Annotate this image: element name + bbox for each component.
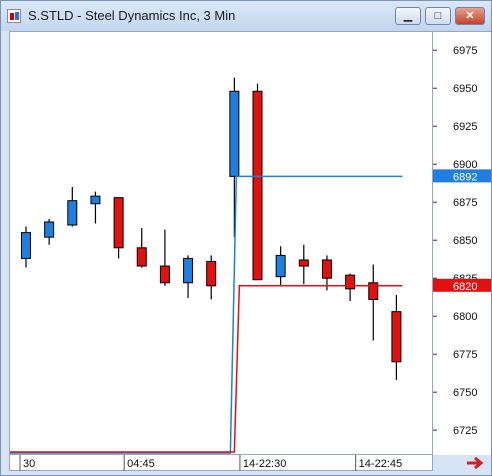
candle-3 (90, 191, 101, 224)
time-axis: 30 04:45 14-22:30 14-22:45 (9, 455, 433, 471)
bid-line (10, 175, 403, 454)
candle-11 (275, 246, 286, 286)
candle-body (275, 254, 286, 278)
minimize-button[interactable]: ▁ (395, 7, 421, 25)
x-tick-label: 30 (23, 458, 35, 470)
candle-body (252, 90, 263, 281)
candle-body (90, 195, 101, 205)
y-tick-label: 6900 (453, 159, 477, 171)
candle-body (206, 260, 217, 287)
candle-9 (229, 77, 240, 238)
candle-body (368, 282, 379, 300)
window-title: S.STLD - Steel Dynamics Inc, 3 Min (28, 8, 236, 23)
price-plot-area[interactable] (9, 31, 433, 455)
candle-body (391, 311, 402, 363)
y-tick-label: 6875 (453, 197, 477, 209)
candle-0 (21, 226, 31, 268)
candle-14 (345, 273, 356, 301)
candle-body (136, 247, 147, 267)
candle-body (183, 257, 194, 284)
candle-13 (321, 255, 332, 291)
chart-app-icon (7, 9, 21, 23)
y-tick-label: 6925 (453, 121, 477, 133)
candle-body (67, 200, 78, 226)
candle-7 (183, 255, 194, 298)
candle-8 (206, 255, 217, 300)
candle-5 (136, 228, 147, 268)
y-tick-label: 6800 (453, 311, 477, 323)
bid-price-flag-label: 6892 (453, 171, 477, 183)
candle-16 (391, 294, 402, 381)
y-tick-label: 6850 (453, 235, 477, 247)
x-tick-label: 04:45 (127, 458, 155, 470)
y-tick-label: 6775 (453, 349, 477, 361)
candle-body (44, 221, 55, 238)
candle-12 (298, 244, 309, 285)
price-axis: 6725675067756800682568506875690069256950… (433, 31, 491, 455)
candle-15 (368, 264, 379, 341)
y-tick-label: 6975 (453, 45, 477, 57)
candle-body (321, 259, 332, 279)
candle-4 (113, 197, 124, 259)
candle-body (229, 90, 240, 177)
candle-6 (159, 229, 170, 286)
candle-body (21, 232, 31, 259)
ask-price-flag: 6820 (433, 278, 491, 293)
candle-10 (252, 83, 263, 281)
bid-price-flag: 6892 (433, 169, 491, 183)
price-axis-labels: 6725675067756800682568506875690069256950… (433, 45, 491, 437)
ask-price-flag-label: 6820 (453, 281, 477, 293)
time-axis-labels: 30 04:45 14-22:30 14-22:45 (19, 455, 402, 471)
candle-1 (44, 218, 55, 245)
y-tick-label: 6725 (453, 425, 477, 437)
candlestick-chart (10, 77, 403, 454)
title-bar[interactable]: S.STLD - Steel Dynamics Inc, 3 Min ▁ □ ✕ (1, 1, 491, 31)
candle-2 (67, 187, 78, 227)
candle-body (113, 197, 124, 249)
x-tick-label: 14-22:30 (243, 458, 286, 470)
close-button[interactable]: ✕ (455, 7, 485, 25)
ask-price-flag-bg (433, 278, 491, 292)
ask-line (10, 285, 403, 453)
scroll-right-arrow-icon[interactable] (461, 453, 491, 473)
maximize-button[interactable]: □ (425, 7, 451, 25)
y-tick-label: 6950 (453, 83, 477, 95)
candle-body (298, 259, 309, 267)
y-tick-label: 6750 (453, 387, 477, 399)
bid-price-flag-bg (433, 169, 491, 183)
x-tick-label: 14-22:45 (359, 458, 402, 470)
candle-body (159, 265, 170, 284)
candle-body (345, 274, 356, 290)
